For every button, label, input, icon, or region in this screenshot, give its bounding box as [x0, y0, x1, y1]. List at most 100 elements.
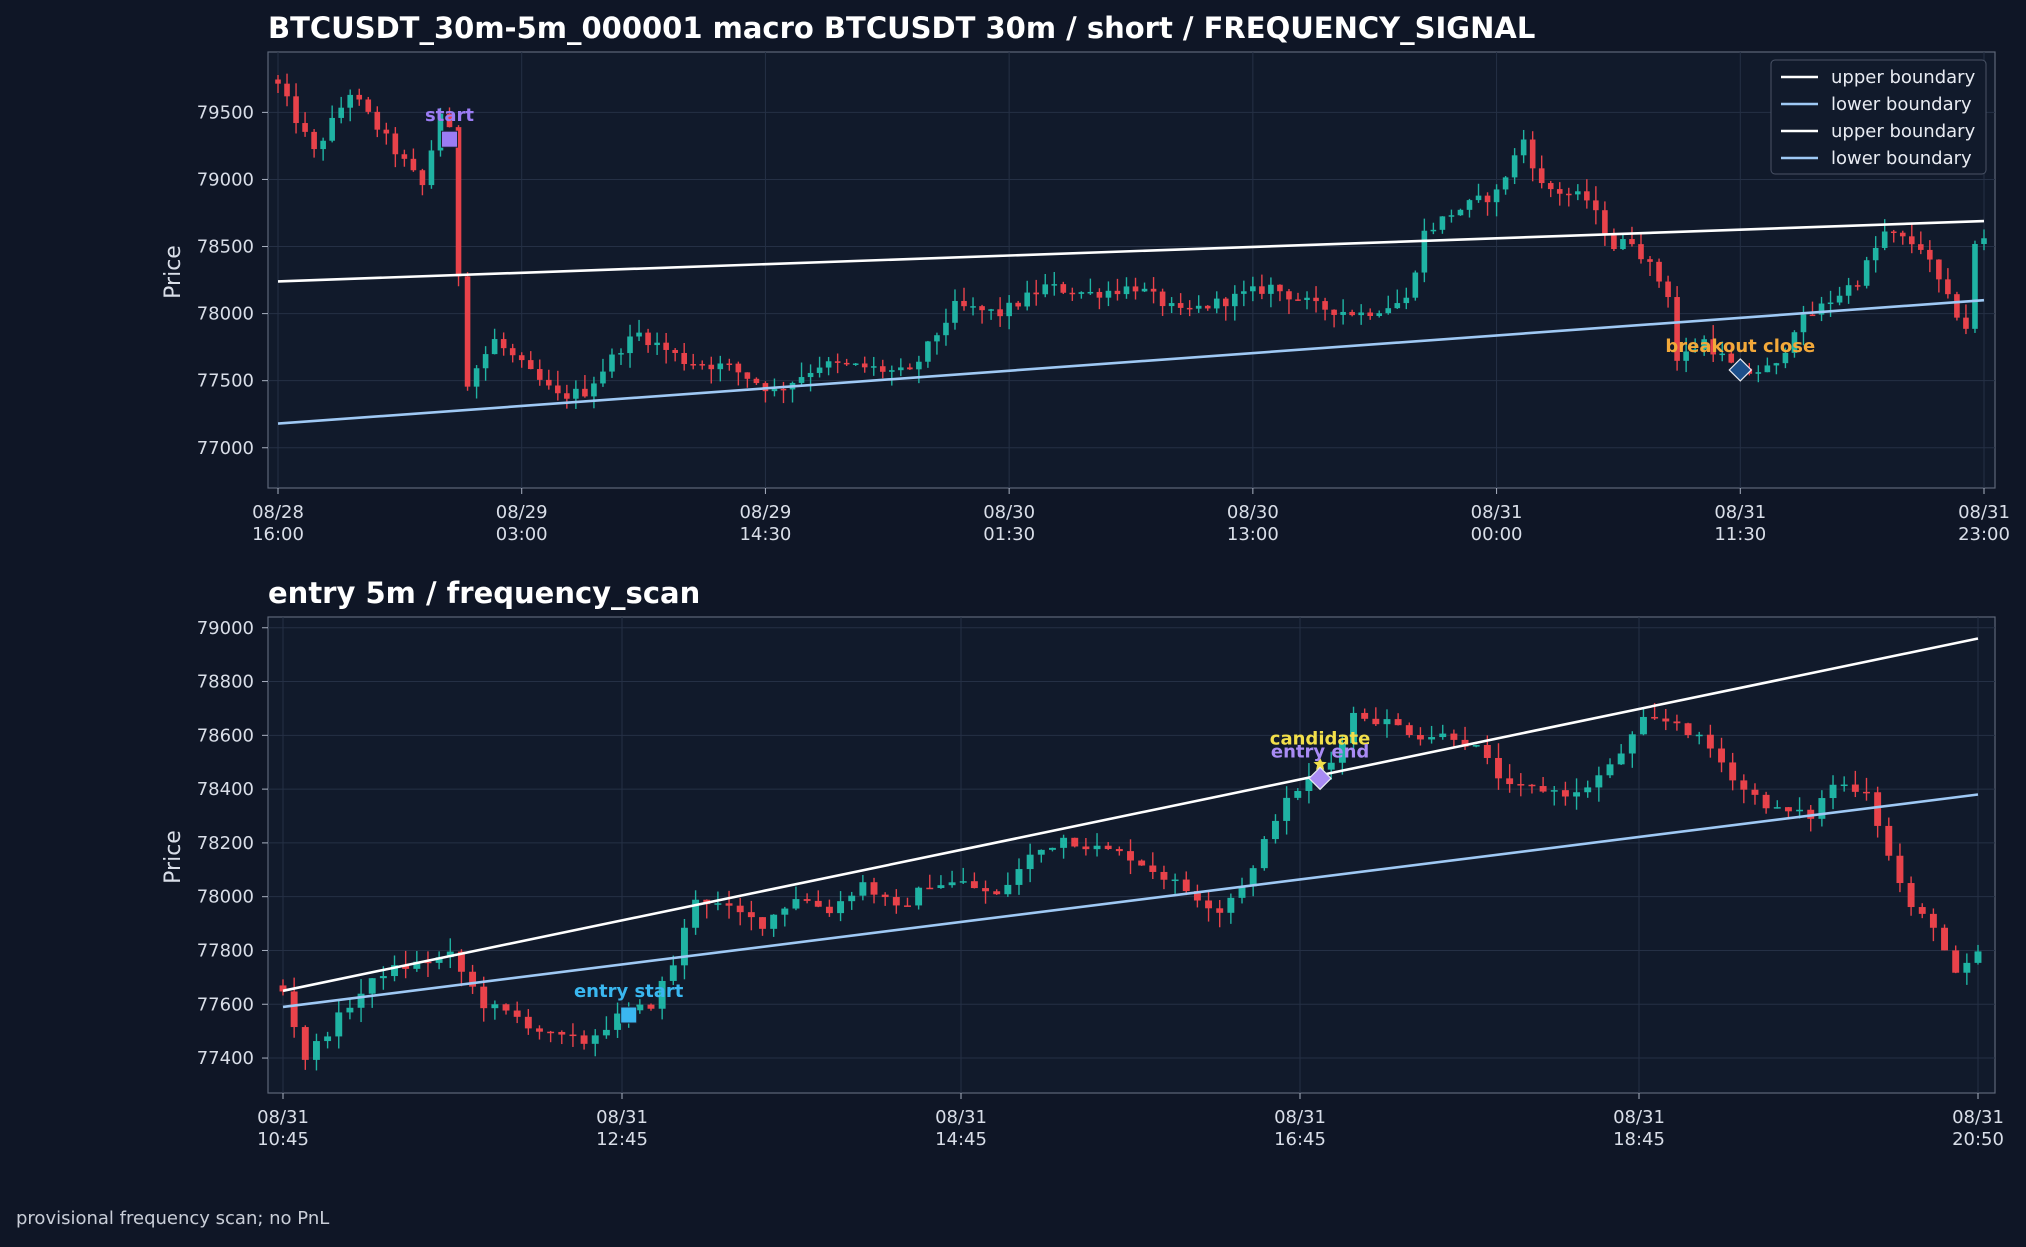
- entry-x-tick-date: 08/31: [1613, 1107, 1665, 1128]
- entry-candle-body: [1740, 780, 1748, 790]
- macro-candle-body: [1358, 312, 1364, 316]
- legend-label-lower-1: lower boundary: [1831, 94, 1972, 115]
- entry-candle-body: [1918, 907, 1926, 914]
- macro-candle-body: [1042, 284, 1049, 295]
- macro-y-tick-label: 79000: [197, 169, 254, 190]
- macro-candle-body: [284, 83, 290, 97]
- macro-candle-body: [934, 335, 940, 342]
- macro-x-tick-time: 14:30: [739, 524, 791, 545]
- macro-candle-body: [383, 129, 390, 134]
- macro-candle-body: [1836, 295, 1843, 303]
- macro-candle-body: [1584, 191, 1590, 201]
- macro-candle-body: [1818, 303, 1825, 315]
- entry-candle-body: [803, 899, 811, 901]
- macro-candle-body: [1394, 303, 1401, 309]
- macro-candle-body: [1890, 231, 1897, 234]
- legend-box: [1770, 59, 1987, 175]
- macro-x-tick-time: 00:00: [1471, 524, 1523, 545]
- entry-candle-body: [391, 965, 398, 977]
- entry-candle-body: [1963, 962, 1971, 973]
- macro-candle-body: [545, 379, 552, 386]
- entry-candle-body: [1851, 784, 1859, 792]
- macro-candle-body: [365, 99, 372, 112]
- entry-candle-body: [1182, 879, 1190, 892]
- macro-candle-body: [437, 113, 444, 151]
- macro-candle-body: [1060, 284, 1067, 293]
- entry-candle-body: [1929, 913, 1937, 928]
- macro-candle-body: [744, 372, 751, 379]
- macro-x-tick-date: 08/30: [1227, 502, 1279, 523]
- legend-label-upper-2: upper boundary: [1831, 121, 1976, 142]
- macro-candle-body: [1385, 308, 1392, 314]
- entry-candle-body: [1706, 734, 1714, 749]
- macro-candle-body: [1177, 303, 1184, 308]
- entry-candle-body: [1651, 716, 1659, 719]
- entry-candle-body: [658, 980, 666, 1009]
- macro-candle-body: [1620, 239, 1626, 250]
- macro-candle-body: [401, 154, 408, 159]
- legend-label-upper-1: upper boundary: [1831, 67, 1976, 88]
- macro-candle-body: [1981, 238, 1987, 245]
- entry-candle-body: [1048, 847, 1056, 850]
- macro-candle-body: [1403, 297, 1410, 304]
- macro-candle-body: [681, 352, 687, 365]
- macro-candle-body: [1547, 183, 1554, 190]
- entry-candle-body: [1205, 900, 1213, 909]
- entry-candle-body: [993, 891, 1001, 895]
- entry-y-tick-label: 77800: [197, 940, 254, 961]
- macro-candle-body: [1114, 290, 1121, 295]
- macro-candle-body: [1927, 249, 1933, 260]
- macro-y-tick-label: 78000: [197, 304, 254, 325]
- macro-candle-body: [780, 388, 787, 391]
- entry-candle-body: [1115, 849, 1123, 852]
- entry-candle-body: [312, 1041, 320, 1060]
- entry-candle-body: [892, 897, 900, 906]
- entry-candle-body: [513, 1010, 521, 1017]
- entry-candle-body: [1272, 820, 1279, 840]
- macro-candle-body: [1268, 284, 1274, 294]
- macro-candle-body: [410, 158, 417, 171]
- macro-candle-body: [1033, 292, 1040, 295]
- entry-candle-body: [1695, 734, 1703, 737]
- entry-candle-body: [324, 1036, 332, 1042]
- macro-y-tick-label: 78500: [197, 237, 254, 258]
- entry-candle-body: [1104, 845, 1112, 850]
- breakout-close-label: breakout close: [1665, 336, 1815, 357]
- entry-candle-body: [1416, 734, 1424, 740]
- entry-candle-body: [558, 1031, 566, 1035]
- entry-y-tick-label: 79000: [197, 618, 254, 639]
- macro-candle-body: [807, 372, 814, 378]
- entry-candle-body: [1796, 809, 1804, 812]
- entry-x-tick-date: 08/31: [935, 1107, 987, 1128]
- entry-candle-body: [1372, 718, 1380, 725]
- entry-candle-body: [759, 917, 766, 929]
- entry-candle-body: [413, 961, 421, 969]
- legend-label-lower-2: lower boundary: [1831, 148, 1972, 169]
- entry-x-tick-time: 14:45: [935, 1129, 987, 1150]
- macro-x-tick-time: 23:00: [1958, 524, 2010, 545]
- entry-candle-body: [1093, 845, 1101, 850]
- macro-candle-body: [302, 123, 308, 132]
- entry-candle-body: [1082, 846, 1090, 850]
- macro-candle-body: [1656, 261, 1662, 282]
- entry-candle-body: [379, 976, 387, 979]
- candidate-label: candidate: [1270, 728, 1371, 749]
- macro-candle-body: [1349, 311, 1355, 316]
- entry-candle-body: [424, 961, 432, 964]
- entry-x-tick-time: 12:45: [596, 1129, 648, 1150]
- entry-candle-body: [1160, 871, 1168, 880]
- entry-candle-body: [301, 1027, 309, 1060]
- entry-candle-body: [368, 978, 376, 994]
- entry-candle-body: [1762, 794, 1770, 809]
- macro-y-axis-label: Price: [161, 245, 186, 299]
- macro-candle-body: [338, 107, 344, 118]
- entry-candle-body: [1595, 775, 1603, 788]
- macro-candle-body: [1277, 284, 1283, 292]
- macro-candle-body: [1259, 286, 1265, 294]
- macro-candle-body: [356, 94, 363, 100]
- entry-panel-title: entry 5m / frequency_scan: [268, 576, 700, 610]
- entry-candle-body: [647, 1004, 655, 1009]
- macro-candle-body: [1331, 309, 1337, 315]
- entry-candle-body: [1628, 734, 1636, 754]
- entry-candle-body: [1026, 854, 1034, 870]
